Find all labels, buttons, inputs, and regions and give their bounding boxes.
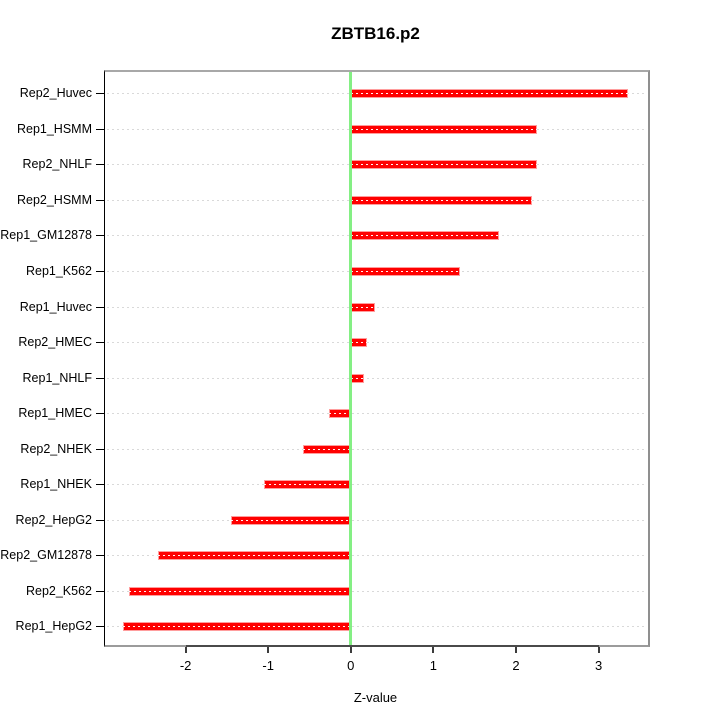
row-gridline	[106, 448, 646, 450]
row-gridline	[106, 306, 646, 308]
x-axis-title: Z-value	[353, 690, 398, 705]
x-tick-label: -1	[262, 658, 274, 673]
y-axis-tick	[96, 306, 104, 308]
row-gridline	[106, 519, 646, 521]
y-tick-label: Rep2_Huvec	[19, 86, 92, 101]
bar	[350, 124, 538, 134]
y-axis-tick	[96, 164, 104, 166]
x-axis-tick	[432, 647, 435, 653]
bar	[350, 266, 460, 276]
y-tick-label: Rep2_NHEK	[20, 441, 92, 456]
x-axis-tick	[515, 647, 517, 653]
y-tick-label: Rep1_K562	[25, 263, 92, 278]
y-tick-label: Rep2_K562	[25, 583, 92, 598]
bar-inner-dash-line	[329, 413, 351, 415]
row-gridline	[106, 626, 646, 628]
y-axis-tick	[96, 484, 104, 486]
row-gridline	[106, 590, 646, 592]
y-axis-tick	[96, 448, 104, 450]
y-axis-tick	[96, 270, 104, 272]
x-tick-label: 1	[429, 658, 437, 673]
x-axis-tick	[349, 647, 352, 653]
y-axis-tick	[96, 377, 104, 379]
bar-inner-dash-line	[350, 128, 538, 130]
bar	[350, 231, 500, 241]
y-axis-tick	[96, 93, 104, 95]
bar-inner-dash-line	[122, 626, 351, 628]
x-axis-tick	[184, 647, 187, 653]
y-tick-label: Rep2_GM12878	[0, 548, 92, 563]
x-tick-label: 0	[347, 658, 355, 673]
x-tick-label: 3	[594, 658, 603, 673]
row-gridline	[106, 413, 646, 415]
bar	[158, 551, 351, 561]
bar-inner-dash-line	[264, 484, 351, 486]
bar	[302, 444, 351, 454]
y-axis-tick	[96, 590, 104, 592]
y-axis-tick	[96, 626, 104, 628]
bar	[128, 586, 351, 596]
bar	[350, 302, 375, 312]
y-tick-label: Rep1_GM12878	[0, 228, 92, 243]
row-gridline	[106, 377, 646, 379]
y-axis-tick	[96, 342, 104, 344]
bar-inner-dash-line	[158, 555, 351, 557]
y-tick-label: Rep1_NHLF	[22, 370, 92, 385]
x-axis-tick	[267, 647, 270, 653]
y-axis-tick	[96, 235, 104, 237]
bar-inner-dash-line	[128, 590, 351, 592]
bar	[350, 373, 364, 383]
x-tick-label: -2	[179, 658, 192, 673]
y-tick-label: Rep1_NHEK	[20, 477, 92, 492]
row-gridline	[106, 342, 646, 344]
row-gridline	[106, 555, 646, 557]
y-axis-tick	[96, 519, 104, 521]
row-gridline	[106, 484, 646, 486]
bar	[329, 409, 351, 419]
bar-inner-dash-line	[350, 235, 500, 237]
bar-inner-dash-line	[350, 270, 460, 272]
y-tick-label: Rep1_Huvec	[19, 299, 92, 314]
bar-inner-dash-line	[350, 342, 368, 344]
y-axis-tick	[96, 128, 104, 130]
x-axis-line	[185, 645, 599, 647]
bar-inner-dash-line	[302, 448, 351, 450]
y-axis-tick	[96, 413, 104, 415]
y-tick-label: Rep1_HepG2	[15, 619, 92, 634]
bar-inner-dash-line	[350, 377, 364, 379]
bar	[264, 480, 351, 490]
y-tick-label: Rep2_HepG2	[15, 512, 92, 527]
bar-inner-dash-line	[350, 164, 538, 166]
bar-inner-dash-line	[231, 519, 351, 521]
bar-inner-dash-line	[350, 93, 629, 95]
x-axis-tick	[597, 647, 600, 653]
y-tick-label: Rep2_HSMM	[16, 192, 92, 207]
bar-inner-dash-line	[350, 199, 532, 201]
bar	[350, 160, 538, 170]
y-axis-tick	[96, 555, 104, 557]
zero-reference-line	[349, 72, 353, 645]
y-tick-label: Rep1_HSMM	[16, 121, 92, 136]
x-tick-label: 2	[512, 658, 520, 673]
bar-inner-dash-line	[350, 306, 375, 308]
bar	[122, 622, 351, 632]
y-tick-label: Rep2_HMEC	[18, 335, 92, 350]
bar	[350, 89, 629, 99]
bar	[231, 515, 351, 525]
bar	[350, 195, 532, 205]
chart-title: ZBTB16.p2	[331, 24, 420, 43]
plot-area	[103, 70, 650, 647]
y-axis-tick	[96, 199, 104, 201]
y-tick-label: Rep1_HMEC	[18, 406, 92, 421]
y-tick-label: Rep2_NHLF	[22, 157, 92, 172]
bar	[350, 338, 368, 348]
